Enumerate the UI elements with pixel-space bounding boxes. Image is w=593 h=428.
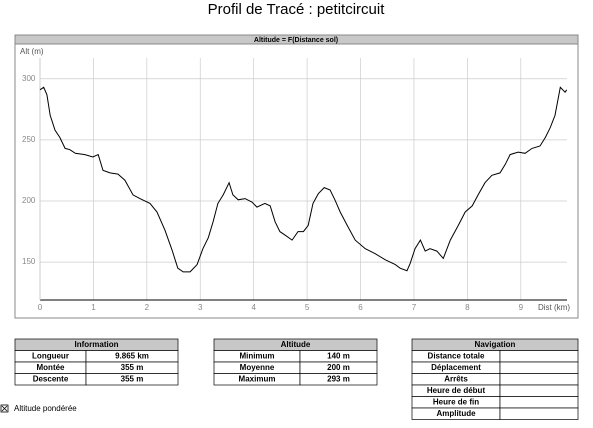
table-cell [499, 407, 579, 420]
x-tick-label: 4 [251, 303, 256, 312]
row-value: 293 m [327, 374, 350, 383]
y-tick-label: 250 [22, 135, 36, 144]
x-tick-label: 0 [38, 303, 43, 312]
table-cell [499, 373, 579, 386]
y-tick-label: 200 [22, 196, 36, 205]
row-label: Heure de début [427, 386, 486, 395]
row-label: Maximum [239, 374, 276, 383]
row-label: Heure de fin [433, 397, 479, 406]
row-label: Amplitude [436, 409, 476, 418]
x-tick-label: 2 [145, 303, 150, 312]
row-label: Déplacement [431, 363, 481, 372]
x-tick-label: 1 [91, 303, 96, 312]
table-cell [499, 384, 579, 397]
row-label: Moyenne [240, 363, 275, 372]
row-label: Montée [37, 363, 66, 372]
row-label: Distance totale [428, 351, 485, 360]
x-tick-label: 9 [519, 303, 524, 312]
y-tick-label: 150 [22, 257, 36, 266]
table-cell [299, 373, 378, 386]
row-value: 200 m [327, 363, 350, 372]
row-value: 9.865 km [115, 351, 149, 360]
x-tick-label: 5 [305, 303, 310, 312]
x-axis-label: Dist (km) [538, 303, 570, 312]
row-value: 355 m [121, 374, 144, 383]
chart-header [14, 34, 579, 45]
table-title: Information [75, 340, 119, 349]
chart-frame [14, 34, 579, 319]
row-label: Descente [33, 374, 69, 383]
table-cell [499, 350, 579, 363]
row-label: Longueur [32, 351, 69, 360]
x-tick-label: 7 [412, 303, 417, 312]
row-label: Minimum [239, 351, 274, 360]
table-title: Altitude [281, 340, 311, 349]
x-tick-label: 6 [358, 303, 363, 312]
y-axis-label: Alt (m) [20, 47, 44, 56]
chart-title: Altitude = F(Distance sol) [254, 37, 338, 44]
table-cell [499, 361, 579, 374]
checkbox-mark [1, 405, 8, 412]
table-cell [85, 373, 179, 386]
profile-line [39, 86, 568, 273]
row-label: Arrêts [444, 374, 468, 383]
row-value: 355 m [121, 363, 144, 372]
row-value: 140 m [327, 351, 350, 360]
x-tick-label: 8 [465, 303, 470, 312]
x-tick-label: 3 [198, 303, 203, 312]
window-title: Profil de Tracé : petitcircuit [208, 1, 386, 18]
table-title: Navigation [475, 340, 516, 349]
checkbox-label: Altitude pondérée [14, 404, 77, 413]
table-cell [499, 396, 579, 409]
y-tick-label: 300 [22, 74, 36, 83]
